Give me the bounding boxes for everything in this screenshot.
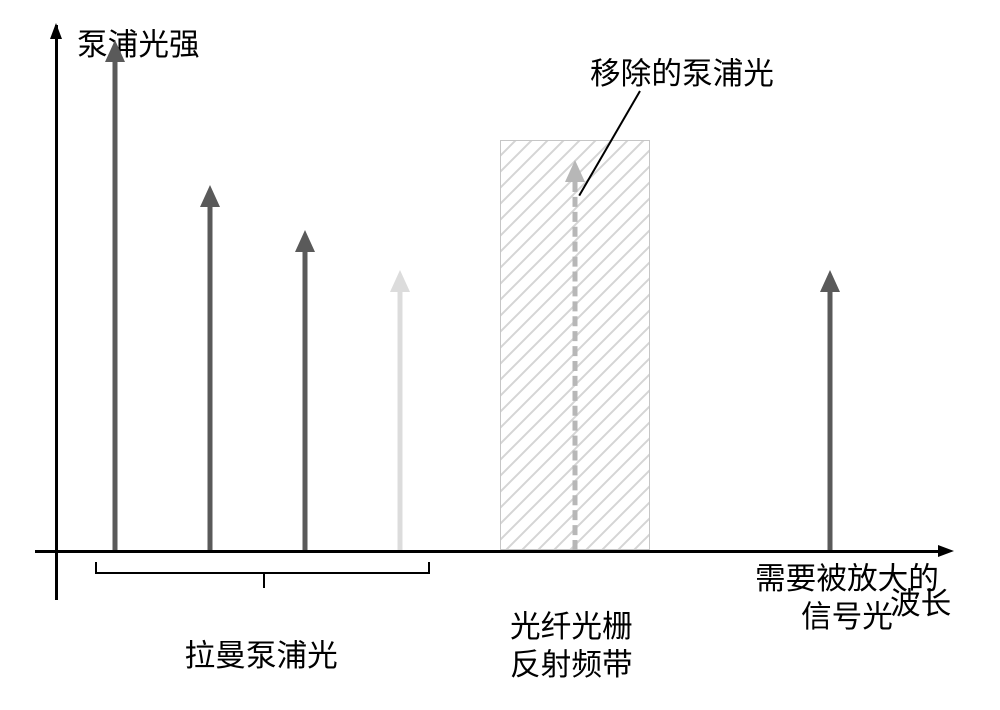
- removed-pump-label: 移除的泵浦光: [590, 48, 774, 93]
- x-axis-arrowhead: [938, 545, 954, 557]
- data-arrow-pump2: [198, 185, 222, 550]
- data-arrow-pump4: [388, 270, 412, 550]
- x-axis: [35, 550, 940, 553]
- raman-bracket-label: 拉曼泵浦光: [185, 630, 338, 675]
- y-axis-label: 泵浦光强: [77, 19, 200, 64]
- data-arrow-pump1: [103, 40, 127, 550]
- reflection-band-label: 光纤光栅反射频带: [510, 608, 633, 685]
- raman-bracket: [95, 562, 430, 610]
- data-arrow-signal: [818, 270, 842, 550]
- signal-label: 需要被放大的信号光: [755, 560, 939, 637]
- y-axis: [55, 25, 58, 600]
- data-arrow-removed: [563, 160, 587, 550]
- data-arrow-pump3: [293, 230, 317, 550]
- y-axis-arrowhead: [50, 23, 62, 39]
